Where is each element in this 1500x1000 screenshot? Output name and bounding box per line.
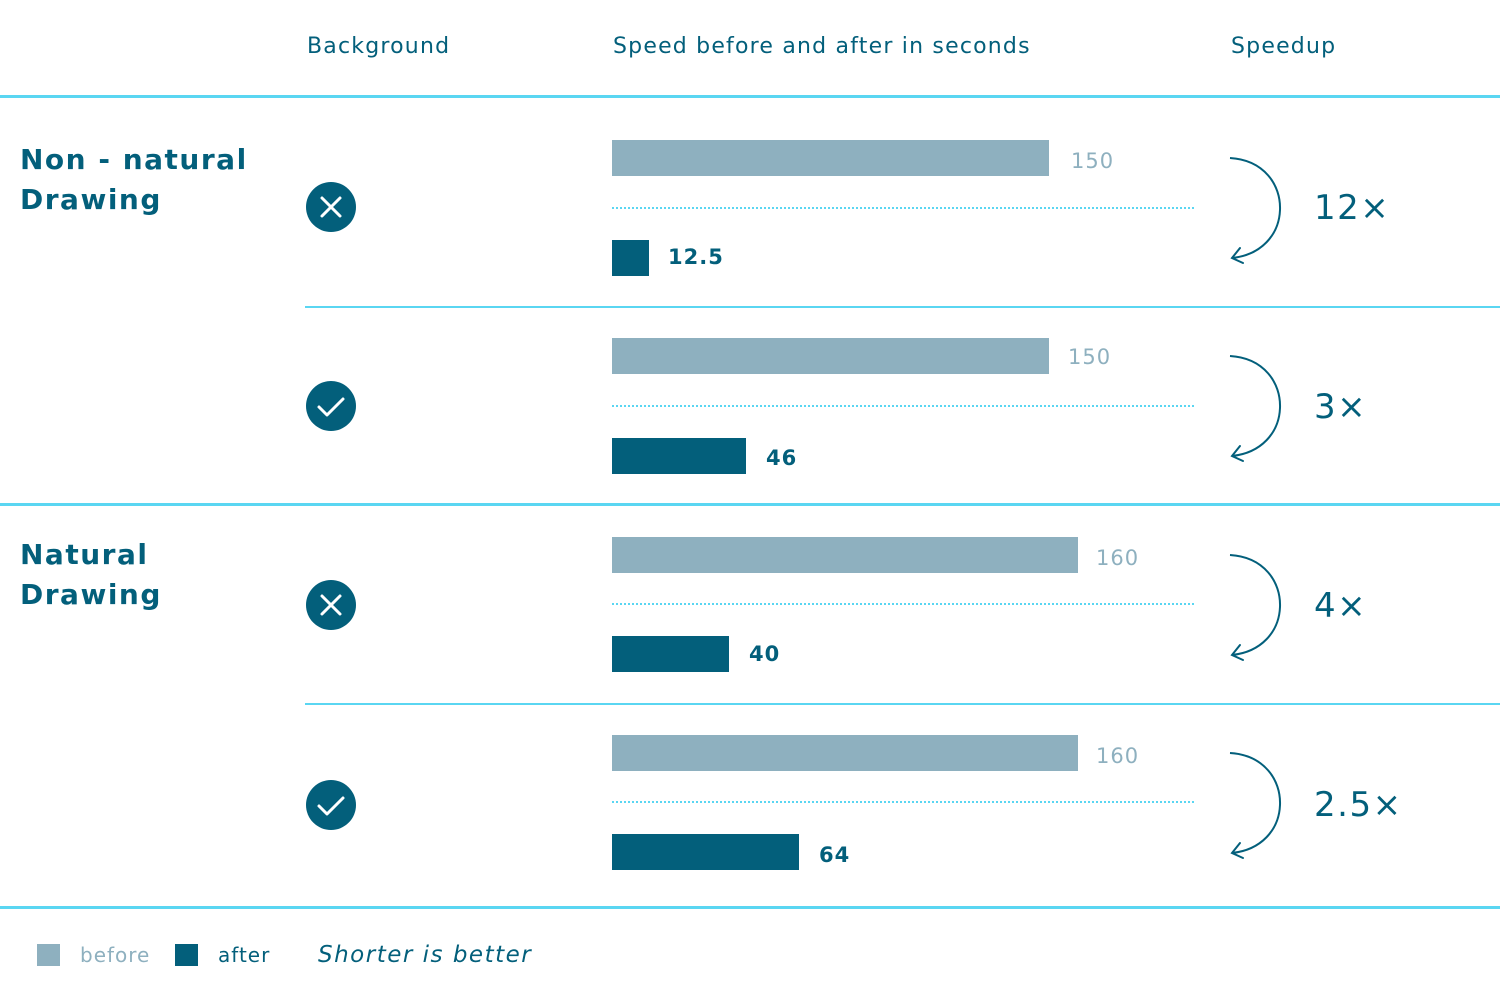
chart-note: Shorter is better bbox=[318, 942, 533, 968]
bar-before bbox=[612, 338, 1049, 374]
x-circle-icon bbox=[306, 580, 356, 630]
value-before: 150 bbox=[1068, 345, 1112, 369]
speedup-value: 2.5× bbox=[1314, 785, 1403, 825]
value-after: 46 bbox=[766, 446, 798, 470]
value-after: 12.5 bbox=[668, 245, 724, 269]
curved-arrow-icon bbox=[1229, 752, 1282, 859]
group-label-line2: Drawing bbox=[20, 183, 162, 216]
value-before: 150 bbox=[1071, 149, 1115, 173]
column-header-speed: Speed before and after in seconds bbox=[613, 34, 1031, 59]
curved-arrow-icon bbox=[1229, 355, 1282, 462]
legend-swatch-after bbox=[175, 944, 198, 966]
group-label-line1: Natural bbox=[20, 538, 149, 571]
row-divider bbox=[305, 306, 1500, 308]
check-circle-icon bbox=[306, 780, 356, 830]
value-after: 40 bbox=[749, 642, 781, 666]
check-circle-icon bbox=[306, 381, 356, 431]
dotted-guide bbox=[612, 405, 1194, 407]
column-header-speedup: Speedup bbox=[1231, 34, 1337, 59]
speedup-value: 4× bbox=[1314, 586, 1368, 626]
speedup-value: 3× bbox=[1314, 387, 1368, 427]
bar-after bbox=[612, 834, 799, 870]
group-label-line1: Non - natural bbox=[20, 143, 248, 176]
curved-arrow-icon bbox=[1229, 157, 1282, 264]
group-label-natural: Natural Drawing bbox=[20, 535, 162, 615]
legend-swatch-before bbox=[37, 944, 60, 966]
bar-after bbox=[612, 438, 746, 474]
header-divider bbox=[0, 95, 1500, 98]
x-circle-icon bbox=[306, 182, 356, 232]
dotted-guide bbox=[612, 603, 1194, 605]
column-header-background: Background bbox=[307, 34, 451, 59]
legend-label-after: after bbox=[218, 943, 271, 967]
bar-before bbox=[612, 735, 1078, 771]
row-divider bbox=[305, 703, 1500, 705]
speedup-value: 12× bbox=[1314, 188, 1391, 228]
group-label-line2: Drawing bbox=[20, 578, 162, 611]
footer-divider bbox=[0, 906, 1500, 909]
value-before: 160 bbox=[1096, 546, 1140, 570]
value-before: 160 bbox=[1096, 744, 1140, 768]
group-divider bbox=[0, 503, 1500, 506]
bar-after bbox=[612, 636, 729, 672]
dotted-guide bbox=[612, 207, 1194, 209]
bar-after bbox=[612, 240, 649, 276]
legend-label-before: before bbox=[80, 943, 151, 967]
bar-before bbox=[612, 537, 1078, 573]
group-label-non-natural: Non - natural Drawing bbox=[20, 140, 248, 220]
value-after: 64 bbox=[819, 843, 851, 867]
curved-arrow-icon bbox=[1229, 554, 1282, 661]
dotted-guide bbox=[612, 801, 1194, 803]
bar-before bbox=[612, 140, 1049, 176]
